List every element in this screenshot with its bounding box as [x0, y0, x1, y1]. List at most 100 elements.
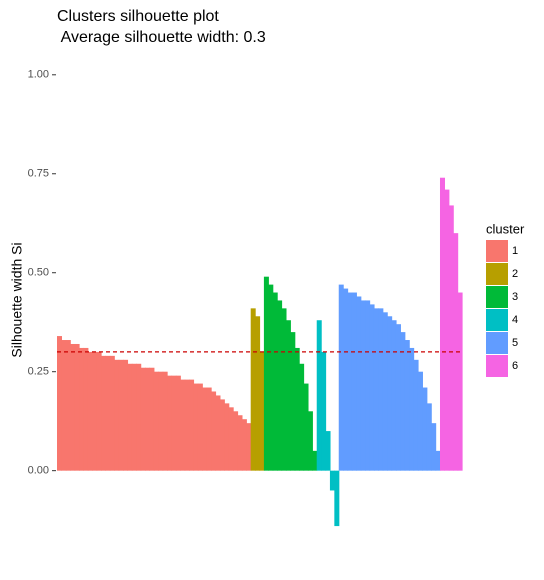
bar — [233, 411, 239, 471]
legend-key — [486, 286, 508, 308]
bar — [334, 470, 340, 527]
bar — [237, 415, 243, 471]
bar — [87, 351, 93, 471]
bar — [246, 423, 252, 471]
legend-key — [486, 263, 508, 285]
bar — [70, 343, 76, 471]
y-tick-label: 0.50 — [28, 267, 49, 279]
bar — [162, 371, 168, 471]
bar — [105, 355, 111, 471]
bar — [351, 292, 357, 471]
bar — [101, 355, 107, 471]
bar — [453, 233, 459, 471]
legend-label: 4 — [512, 314, 518, 326]
bar — [202, 387, 208, 471]
bar — [57, 336, 63, 471]
y-tick-label: 0.25 — [28, 366, 49, 378]
bar — [338, 284, 344, 471]
bar — [83, 347, 89, 471]
bar — [96, 351, 102, 471]
bar — [391, 320, 397, 471]
bar — [303, 383, 309, 471]
bar — [123, 359, 129, 471]
bar — [294, 347, 300, 471]
legend-title: cluster — [486, 221, 525, 236]
bar — [422, 387, 428, 471]
bar — [457, 292, 463, 471]
legend-key — [486, 240, 508, 262]
bar — [268, 284, 274, 471]
bar — [343, 288, 349, 471]
bar — [325, 431, 331, 471]
bar — [395, 324, 401, 471]
bar — [206, 387, 212, 471]
bar — [277, 300, 283, 471]
bar — [127, 363, 133, 471]
y-tick-label: 1.00 — [28, 69, 49, 81]
bar — [149, 367, 155, 471]
bar — [290, 332, 296, 471]
bar — [356, 296, 362, 471]
bar — [171, 375, 177, 471]
bar — [413, 359, 419, 471]
bar — [61, 340, 67, 471]
bar — [184, 379, 190, 471]
bar — [167, 375, 173, 471]
bar — [145, 367, 151, 471]
bar — [114, 359, 120, 471]
chart-title: Clusters silhouette plot — [57, 8, 219, 25]
y-tick-label: 0.00 — [28, 465, 49, 477]
bar — [316, 320, 322, 471]
bar — [285, 320, 291, 471]
bar — [65, 340, 71, 471]
legend-label: 5 — [512, 337, 518, 349]
bar — [312, 450, 318, 471]
bar — [79, 347, 85, 471]
bar — [431, 423, 437, 471]
bar — [131, 363, 137, 471]
bar — [259, 351, 265, 471]
bar — [272, 292, 278, 471]
legend-label: 6 — [512, 360, 518, 372]
bar — [417, 371, 423, 471]
bar — [382, 312, 388, 471]
bar — [180, 379, 186, 471]
bar — [400, 332, 406, 471]
bar — [439, 177, 445, 471]
bar — [158, 371, 164, 471]
y-tick-label: 0.75 — [28, 168, 49, 180]
bar — [255, 316, 261, 471]
bar — [136, 363, 142, 471]
bar — [404, 340, 410, 471]
bar — [175, 375, 181, 471]
bar — [219, 399, 225, 471]
bar — [118, 359, 124, 471]
bar — [360, 300, 366, 471]
bar — [365, 300, 371, 471]
legend-label: 2 — [512, 268, 518, 280]
bar — [307, 411, 313, 471]
bar — [189, 379, 195, 471]
bar — [140, 367, 146, 471]
legend-key — [486, 332, 508, 354]
bar — [215, 395, 221, 471]
bar — [299, 363, 305, 471]
bar — [197, 383, 203, 471]
bar — [426, 403, 432, 471]
y-axis-title: Silhouette width Si — [9, 242, 25, 357]
bar — [281, 308, 287, 471]
bar — [92, 351, 98, 471]
bar — [444, 189, 450, 471]
chart-subtitle: Average silhouette width: 0.3 — [57, 29, 266, 46]
legend-label: 3 — [512, 291, 518, 303]
bar — [448, 205, 454, 471]
bar — [369, 304, 375, 471]
bar — [228, 407, 234, 471]
bar — [373, 308, 379, 471]
bar — [193, 383, 199, 471]
legend-label: 1 — [512, 245, 518, 257]
bar — [211, 391, 217, 471]
bar — [409, 347, 415, 471]
bar — [329, 470, 335, 491]
